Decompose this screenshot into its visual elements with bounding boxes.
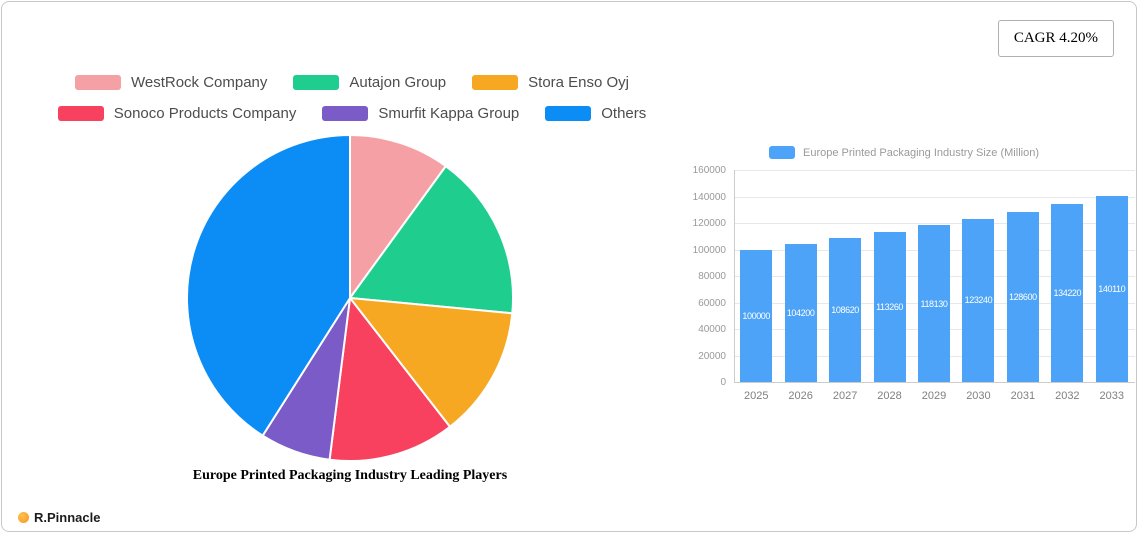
legend-item: Autajon Group bbox=[293, 74, 446, 91]
bar-2027 bbox=[829, 238, 862, 382]
bar-legend-label: Europe Printed Packaging Industry Size (… bbox=[802, 146, 1039, 159]
bar-value-label: 104200 bbox=[786, 307, 815, 318]
x-axis-tick-label: 2031 bbox=[1010, 390, 1036, 402]
x-axis-tick-label: 2033 bbox=[1099, 390, 1124, 402]
pie-slice bbox=[328, 297, 451, 462]
bar-2031 bbox=[1006, 211, 1039, 382]
y-axis-tick-label: 100000 bbox=[692, 244, 726, 256]
bar-value-label: 118130 bbox=[920, 298, 948, 309]
pie-chart bbox=[186, 134, 514, 462]
legend-label: Smurfit Kappa Group bbox=[378, 105, 520, 122]
bar-2028 bbox=[873, 231, 906, 382]
bar-2030 bbox=[962, 218, 995, 382]
bar-value-label: 113260 bbox=[876, 301, 904, 312]
legend-swatch bbox=[57, 106, 104, 121]
y-axis-tick-label: 140000 bbox=[692, 191, 726, 203]
bar-value-label: 100000 bbox=[742, 310, 771, 321]
bar-chart-legend: Europe Printed Packaging Industry Size (… bbox=[666, 146, 1136, 159]
logo-icon bbox=[18, 512, 29, 523]
bar-value-label: 128600 bbox=[1009, 291, 1037, 302]
x-axis-tick-label: 2025 bbox=[743, 390, 769, 402]
bar-2026 bbox=[784, 243, 817, 382]
bar-legend-swatch bbox=[768, 146, 795, 159]
legend-label: Others bbox=[601, 105, 647, 122]
legend-item: Others bbox=[545, 105, 646, 122]
x-axis-tick-label: 2027 bbox=[832, 390, 858, 402]
legend-item: WestRock Company bbox=[74, 74, 268, 91]
y-axis-tick-label: 0 bbox=[720, 377, 726, 388]
legend-swatch bbox=[545, 106, 592, 121]
y-axis-tick-label: 80000 bbox=[698, 271, 726, 282]
legend-item: Stora Enso Oyj bbox=[472, 74, 629, 91]
x-axis-tick-label: 2032 bbox=[1055, 390, 1080, 402]
logo: R.Pinnacle bbox=[18, 510, 100, 525]
legend-label: WestRock Company bbox=[130, 74, 268, 91]
legend-swatch bbox=[472, 75, 519, 90]
bar-chart: Europe Printed Packaging Industry Size (… bbox=[666, 140, 1136, 420]
pie-slice bbox=[349, 297, 514, 428]
bar-2025 bbox=[740, 249, 773, 382]
cagr-badge: CAGR 4.20% bbox=[997, 20, 1114, 57]
gridline bbox=[735, 196, 1135, 198]
bar-2032 bbox=[1051, 204, 1084, 382]
pie-chart-title: Europe Printed Packaging Industry Leadin… bbox=[192, 468, 508, 483]
legend-swatch bbox=[74, 75, 121, 90]
bar-value-label: 134220 bbox=[1053, 288, 1082, 299]
pie-slice bbox=[186, 134, 351, 437]
y-axis-tick-label: 60000 bbox=[698, 297, 726, 309]
x-axis-tick-label: 2030 bbox=[966, 390, 991, 402]
logo-text: R.Pinnacle bbox=[34, 510, 101, 525]
gridline bbox=[735, 223, 1135, 224]
x-axis-tick-label: 2026 bbox=[788, 390, 813, 402]
bar-2033 bbox=[1095, 196, 1128, 382]
legend-label: Autajon Group bbox=[349, 74, 447, 91]
bar-value-label: 123240 bbox=[964, 295, 993, 306]
legend-swatch bbox=[322, 106, 369, 121]
bar-value-label: 108620 bbox=[831, 305, 859, 316]
legend-label: Sonoco Products Company bbox=[113, 105, 297, 122]
bar-value-label: 140110 bbox=[1098, 284, 1126, 295]
legend-item: Sonoco Products Company bbox=[57, 105, 297, 122]
gridline bbox=[735, 170, 1135, 171]
pie-legend: WestRock Company Autajon Group Stora Enso … bbox=[32, 74, 672, 122]
pie-slice bbox=[349, 165, 514, 315]
legend-label: Stora Enso Oyj bbox=[528, 74, 630, 91]
x-axis-tick-label: 2028 bbox=[877, 390, 902, 402]
y-axis-tick-label: 160000 bbox=[692, 165, 726, 176]
y-axis-tick-label: 120000 bbox=[692, 218, 726, 229]
bar-2029 bbox=[918, 225, 950, 382]
x-axis-tick-label: 2029 bbox=[921, 390, 947, 402]
legend-swatch bbox=[293, 75, 340, 90]
pie-slice bbox=[349, 134, 447, 299]
y-axis-tick-label: 20000 bbox=[698, 350, 726, 362]
y-axis-tick-label: 40000 bbox=[698, 324, 726, 335]
legend-item: Smurfit Kappa Group bbox=[322, 105, 519, 122]
